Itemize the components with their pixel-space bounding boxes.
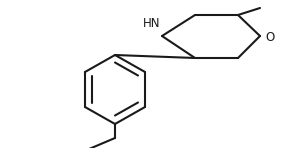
Text: HN: HN xyxy=(143,17,160,30)
Text: O: O xyxy=(265,32,274,45)
